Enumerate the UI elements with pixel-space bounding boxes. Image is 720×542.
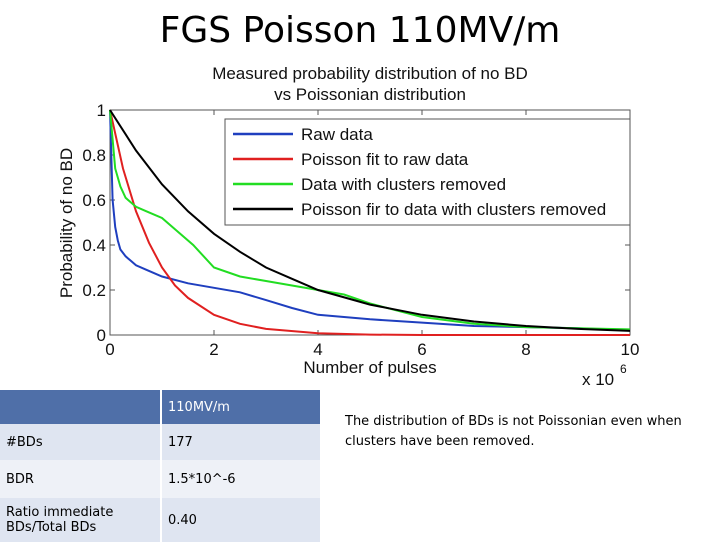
y-tick-label: 0.4	[82, 236, 106, 255]
y-tick-label: 0.8	[82, 146, 106, 165]
legend-box	[224, 118, 631, 226]
note-text: The distribution of BDs is not Poissonia…	[345, 414, 682, 449]
table-cell-label: Ratio immediate BDs/Total BDs	[0, 498, 160, 542]
series-line-1	[109, 109, 631, 332]
x-tick-label: 2	[209, 340, 218, 359]
legend-entry: Poisson fir to data with clusters remove…	[301, 200, 606, 219]
y-tick-label: 0.2	[82, 281, 106, 300]
chart-title-line-1: Measured probability distribution of no …	[212, 64, 528, 83]
table-row: Ratio immediate BDs/Total BDs 0.40	[0, 498, 320, 542]
y-tick-label: 1	[97, 101, 106, 120]
legend: Raw data Poisson fit to raw data Data with…	[224, 118, 631, 226]
slide-title: FGS Poisson 110MV/m	[159, 10, 561, 51]
chart: Measured probability distribution of no …	[57, 64, 639, 389]
series-line-3	[109, 109, 631, 331]
x-axis-label: Number of pulses	[303, 358, 436, 377]
table-cell-label: BDR	[0, 460, 160, 498]
x-tick-label: 8	[521, 340, 530, 359]
legend-entry: Poisson fit to raw data	[301, 150, 469, 169]
axis-ticks: 0 2 4 6 8 10 0 0.2 0.4 0.6 0.8 1	[82, 101, 639, 359]
table-cell-value: 177	[160, 424, 320, 460]
table-cell-value: 1.5*10^-6	[160, 460, 320, 498]
x-tick-label: 4	[313, 340, 322, 359]
table-header-cell	[0, 390, 160, 424]
stats-table: 110MV/m #BDs 177 BDR 1.5*10^-6 Ratio imm…	[0, 390, 320, 542]
y-tick-label: 0	[97, 326, 106, 345]
y-axis-label: Probability of no BD	[57, 148, 76, 298]
table-cell-label: #BDs	[0, 424, 160, 460]
chart-title-line-2: vs Poissonian distribution	[274, 85, 466, 104]
series-line-4	[109, 109, 631, 332]
series-lines	[109, 109, 631, 336]
x-tick-label: 10	[621, 340, 640, 359]
x-tick-label: 6	[417, 340, 426, 359]
table-cell-value: 0.40	[160, 498, 320, 542]
table-row: #BDs 177	[0, 424, 320, 460]
table-header-cell: 110MV/m	[160, 390, 320, 424]
legend-entry: Raw data	[301, 125, 373, 144]
table-row: BDR 1.5*10^-6	[0, 460, 320, 498]
y-tick-label: 0.6	[82, 191, 106, 210]
series-line-2	[109, 109, 630, 336]
x-multiplier-exponent: 6	[620, 362, 627, 376]
x-tick-label: 0	[105, 340, 114, 359]
x-multiplier-label: x 10	[582, 370, 614, 389]
table-header-row: 110MV/m	[0, 390, 320, 424]
legend-entry: Data with clusters removed	[301, 175, 506, 194]
